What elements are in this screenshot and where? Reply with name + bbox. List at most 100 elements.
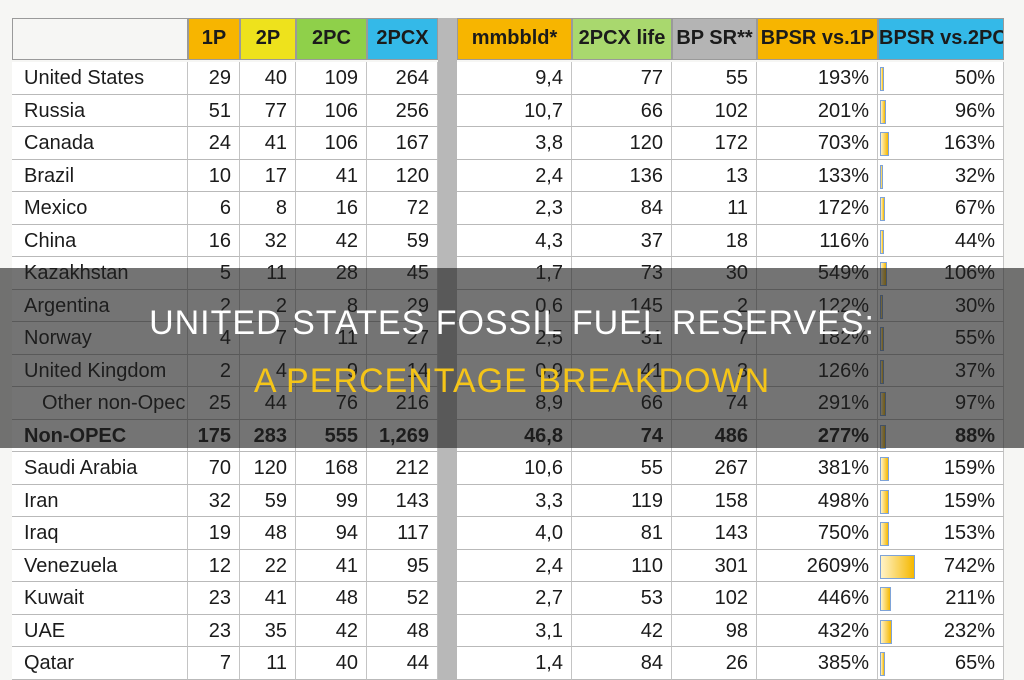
cell: 2,7 [457, 582, 572, 615]
cell: 2,4 [457, 549, 572, 582]
cell: 2,3 [457, 192, 572, 225]
cell: 65% [878, 647, 1004, 680]
cell: 81 [572, 517, 672, 550]
cell: 77 [240, 94, 296, 127]
cell: 77 [572, 62, 672, 95]
column-header: BPSR vs.1P [757, 18, 878, 60]
cell-text: 65% [954, 652, 995, 674]
row-label: Canada [12, 127, 188, 160]
cell: 119 [572, 484, 672, 517]
data-bar [880, 619, 893, 644]
cell-text: 232% [943, 619, 995, 642]
cell: 48 [367, 614, 438, 647]
data-bar [880, 132, 890, 156]
cell: 10,6 [457, 452, 572, 485]
cell-text: 50% [954, 67, 995, 89]
cell: 95 [367, 549, 438, 582]
cell: 4,0 [457, 517, 572, 550]
cell: 116% [757, 224, 878, 257]
cell: 102 [672, 582, 757, 615]
row-label: Venezuela [12, 549, 188, 582]
cell: 53 [572, 582, 672, 615]
cell: 67% [878, 192, 1004, 225]
cell: 23 [188, 582, 240, 615]
header-blank [12, 18, 188, 60]
cell: 110 [572, 549, 672, 582]
data-bar [880, 489, 890, 514]
cell: 6 [188, 192, 240, 225]
column-header: BP SR** [672, 18, 757, 60]
row-label: Brazil [12, 159, 188, 192]
cell: 381% [757, 452, 878, 485]
cell: 159% [878, 484, 1004, 517]
cell: 109 [296, 62, 367, 95]
cell: 52 [367, 582, 438, 615]
cell: 2,4 [457, 159, 572, 192]
cell: 143 [367, 484, 438, 517]
cell: 51 [188, 94, 240, 127]
cell: 22 [240, 549, 296, 582]
data-bar [880, 197, 885, 221]
cell: 16 [188, 224, 240, 257]
cell: 72 [367, 192, 438, 225]
cell: 55 [572, 452, 672, 485]
cell: 3,1 [457, 614, 572, 647]
cell: 159% [878, 452, 1004, 485]
cell: 703% [757, 127, 878, 160]
column-header: 1P [188, 18, 240, 60]
cell: 267 [672, 452, 757, 485]
cell: 498% [757, 484, 878, 517]
cell: 106 [296, 94, 367, 127]
row-label: Iraq [12, 517, 188, 550]
data-bar [880, 554, 916, 579]
column-header: mmbbld* [457, 18, 572, 60]
data-bar [880, 652, 885, 676]
cell: 40 [296, 647, 367, 680]
cell: 10 [188, 159, 240, 192]
cell: 264 [367, 62, 438, 95]
row-label: Iran [12, 484, 188, 517]
data-bar [880, 67, 885, 91]
cell-text: 67% [954, 197, 995, 219]
cell-text: 153% [943, 522, 995, 544]
cell: 84 [572, 647, 672, 680]
cell-text: 163% [943, 132, 995, 154]
row-label: United States [12, 62, 188, 95]
data-bar [880, 522, 889, 546]
cell: 232% [878, 614, 1004, 647]
data-bar [880, 587, 892, 611]
row-label: China [12, 224, 188, 257]
cell: 17 [240, 159, 296, 192]
column-header: 2PCX [367, 18, 438, 60]
cell: 133% [757, 159, 878, 192]
cell: 37 [572, 224, 672, 257]
column-header: 2P [240, 18, 296, 60]
cell: 11 [240, 647, 296, 680]
cell: 41 [240, 582, 296, 615]
cell: 3,3 [457, 484, 572, 517]
cell: 11 [672, 192, 757, 225]
cell: 1,4 [457, 647, 572, 680]
data-bar [880, 229, 884, 254]
cell: 3,8 [457, 127, 572, 160]
cell: 211% [878, 582, 1004, 615]
row-label: Qatar [12, 647, 188, 680]
cell: 26 [672, 647, 757, 680]
cell-text: 159% [943, 489, 995, 512]
row-label: Saudi Arabia [12, 452, 188, 485]
cell: 66 [572, 94, 672, 127]
column-header: 2PCX life [572, 18, 672, 60]
cell: 742% [878, 549, 1004, 582]
cell-text: 44% [954, 229, 995, 252]
cell: 48 [240, 517, 296, 550]
cell: 99 [296, 484, 367, 517]
cell: 32% [878, 159, 1004, 192]
cell: 172% [757, 192, 878, 225]
cell: 44 [367, 647, 438, 680]
cell: 32 [240, 224, 296, 257]
data-bar [880, 99, 887, 124]
cell: 32 [188, 484, 240, 517]
column-header: BPSR vs.2PC [878, 18, 1004, 60]
cell: 29 [188, 62, 240, 95]
